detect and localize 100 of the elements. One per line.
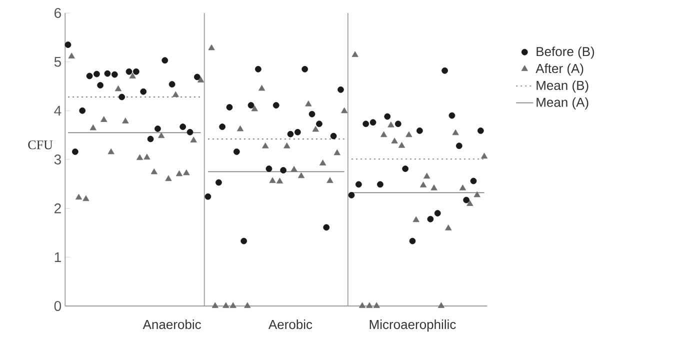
point xyxy=(358,302,366,308)
point xyxy=(244,302,251,308)
point xyxy=(97,82,104,88)
point xyxy=(154,126,161,132)
point xyxy=(402,166,409,172)
point xyxy=(298,172,305,178)
point xyxy=(144,154,150,160)
point xyxy=(64,42,72,48)
x-tick-label: Microaerophilic xyxy=(370,320,456,332)
point xyxy=(448,112,456,119)
legend-label: Mean (B) xyxy=(536,80,588,93)
point xyxy=(180,124,186,130)
point xyxy=(338,86,344,93)
y-tick-label: 0 xyxy=(54,301,62,311)
point xyxy=(226,104,233,110)
y-tick-label: 3 xyxy=(54,154,61,164)
point xyxy=(290,166,298,172)
point xyxy=(230,302,236,308)
point xyxy=(150,168,158,174)
point xyxy=(136,154,144,160)
point xyxy=(456,142,462,150)
y-axis-title: CFU xyxy=(28,140,53,150)
point xyxy=(183,169,190,176)
point xyxy=(380,131,388,138)
point xyxy=(319,160,326,166)
point xyxy=(376,181,384,188)
point xyxy=(240,238,248,244)
point xyxy=(79,107,86,114)
point xyxy=(477,127,484,134)
point xyxy=(118,94,126,100)
point xyxy=(330,132,337,140)
point xyxy=(262,142,269,148)
legend-label: Mean (A) xyxy=(536,97,588,110)
point xyxy=(162,57,168,64)
point xyxy=(94,70,100,78)
point xyxy=(294,128,301,136)
point xyxy=(266,166,272,172)
point xyxy=(208,44,215,50)
point xyxy=(100,116,108,122)
point xyxy=(305,100,312,106)
y-tick-label: 4 xyxy=(54,106,62,116)
point xyxy=(406,131,412,138)
y-tick-label: 5 xyxy=(54,56,62,67)
point xyxy=(272,102,280,108)
point xyxy=(362,120,370,128)
point xyxy=(108,148,114,154)
y-tick-label: 6 xyxy=(54,8,61,18)
point xyxy=(186,128,194,136)
point xyxy=(251,105,258,112)
point xyxy=(204,193,212,200)
legend-label: Before (B) xyxy=(536,46,594,59)
point xyxy=(147,136,154,142)
point xyxy=(355,181,362,188)
point xyxy=(452,129,459,136)
point xyxy=(340,107,348,114)
point xyxy=(284,142,290,148)
point xyxy=(233,148,240,155)
y-tick-label: 2 xyxy=(54,203,61,214)
point xyxy=(366,302,373,308)
legend-label: After (A) xyxy=(536,64,584,76)
point xyxy=(236,125,244,132)
point xyxy=(104,70,111,77)
point xyxy=(391,138,398,144)
point xyxy=(129,72,136,78)
point xyxy=(430,184,438,190)
point xyxy=(348,192,355,198)
x-tick-label: Aerobic xyxy=(268,320,312,330)
point xyxy=(384,113,391,120)
point xyxy=(463,196,470,204)
point xyxy=(248,102,254,108)
point xyxy=(269,177,276,183)
point xyxy=(316,120,322,128)
x-tick-label: Anaerobic xyxy=(142,320,201,330)
point xyxy=(165,175,172,182)
point xyxy=(222,302,230,308)
point xyxy=(72,148,78,155)
point xyxy=(122,118,129,124)
point xyxy=(86,72,93,80)
point xyxy=(276,178,284,184)
point xyxy=(212,302,218,308)
point xyxy=(412,216,420,222)
point xyxy=(312,126,319,132)
point xyxy=(416,127,423,134)
point xyxy=(480,152,488,159)
point xyxy=(287,130,294,138)
point xyxy=(140,88,147,95)
point xyxy=(176,170,183,176)
point xyxy=(370,119,376,126)
point xyxy=(409,238,416,244)
y-tick-label: 1 xyxy=(54,252,61,262)
point xyxy=(111,71,118,78)
point xyxy=(216,179,222,186)
point xyxy=(254,66,262,72)
point xyxy=(427,216,434,222)
point xyxy=(90,124,96,130)
point xyxy=(75,194,82,200)
point xyxy=(442,67,448,74)
point xyxy=(326,177,334,183)
point xyxy=(172,91,179,98)
point xyxy=(445,224,452,230)
